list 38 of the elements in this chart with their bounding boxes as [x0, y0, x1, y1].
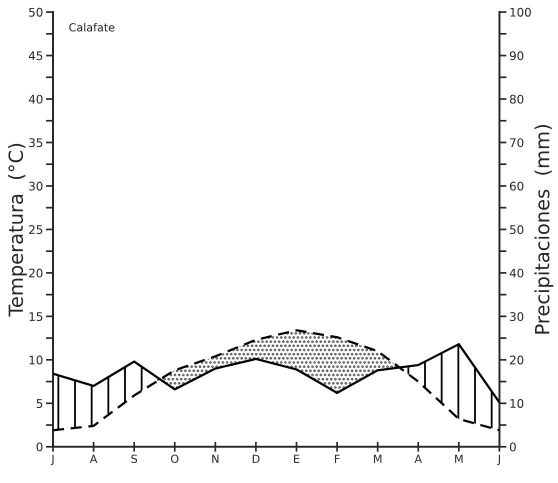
y-axis-title: Temperatura (°C): [8, 144, 27, 317]
y2-tick-label: 10: [510, 399, 524, 408]
y-tick-label: 20: [29, 268, 43, 278]
x-tick-label: J: [497, 454, 500, 466]
y2-tick-label: 0: [510, 442, 516, 452]
y-tick-label: 0: [36, 442, 43, 452]
y2-tick-label: 30: [510, 312, 524, 322]
y2-tick-label: 100: [510, 8, 531, 17]
y2-tick-label: 20: [510, 356, 524, 364]
y-tick-label: 5: [36, 399, 42, 408]
y-tick-label: 30: [29, 182, 43, 191]
line-series: [53, 329, 500, 432]
y-tick-label: 50: [29, 8, 43, 17]
y-tick-label: 35: [29, 138, 42, 148]
y-tick-label: 45: [28, 51, 42, 60]
x-tick-label: E: [294, 454, 300, 463]
y2-axis-title: Precipitaciones (mm): [534, 125, 554, 334]
y-tick-label: 10: [30, 356, 43, 364]
x-tick-label: D: [252, 454, 260, 463]
x-tick-label: O: [171, 454, 179, 464]
y-tick-label: 40: [28, 94, 43, 104]
x-tick-label: M: [455, 454, 463, 463]
y-tick-label: 25: [29, 225, 42, 234]
x-tick-label: N: [212, 454, 218, 463]
x-tick-label: M: [374, 454, 382, 463]
y-tick-label: 15: [30, 312, 42, 322]
x-tick-label: J: [50, 454, 54, 466]
y2-tick-label: 70: [510, 138, 524, 148]
x-tick-label: S: [131, 454, 138, 464]
x-tick-label: A: [90, 454, 98, 463]
text: Calafate: [69, 22, 114, 32]
y2-tick-label: 60: [510, 182, 524, 191]
y2-tick-label: 80: [510, 94, 524, 104]
y2-tick-label: 90: [510, 51, 524, 60]
y2-tick-label: 40: [510, 268, 524, 278]
y2-tick-label: 50: [510, 225, 524, 234]
x-tick-label: A: [414, 454, 422, 463]
x-tick-label: F: [334, 454, 340, 463]
